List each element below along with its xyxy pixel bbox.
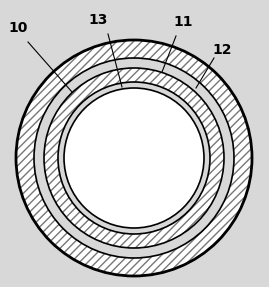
Text: 10: 10	[8, 21, 28, 35]
Text: 11: 11	[173, 15, 193, 29]
Text: 13: 13	[88, 13, 108, 27]
Circle shape	[64, 88, 204, 228]
Text: 12: 12	[212, 43, 232, 57]
